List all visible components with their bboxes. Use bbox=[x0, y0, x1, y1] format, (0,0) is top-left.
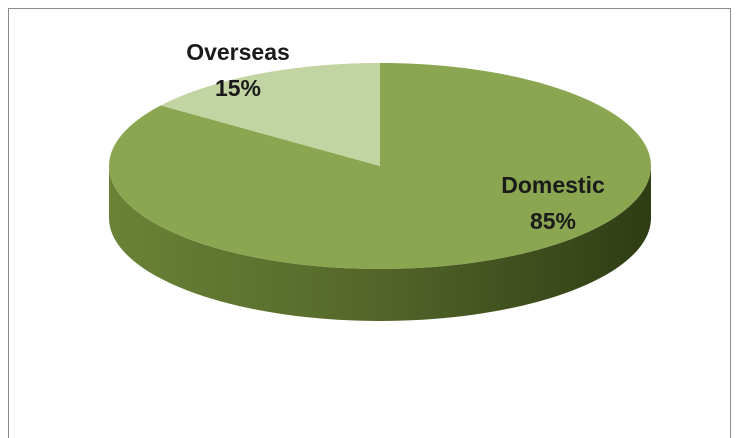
label-overseas-percent: 15% bbox=[215, 75, 261, 101]
slice-domestic-side bbox=[109, 166, 651, 321]
label-domestic-percent: 85% bbox=[530, 208, 576, 234]
slice-overseas bbox=[160, 63, 380, 166]
pie-slices bbox=[109, 63, 651, 321]
label-domestic-name: Domestic bbox=[501, 172, 605, 198]
label-overseas-name: Overseas bbox=[186, 39, 290, 65]
pie-labels: Domestic 85% Overseas 15% bbox=[186, 39, 605, 234]
